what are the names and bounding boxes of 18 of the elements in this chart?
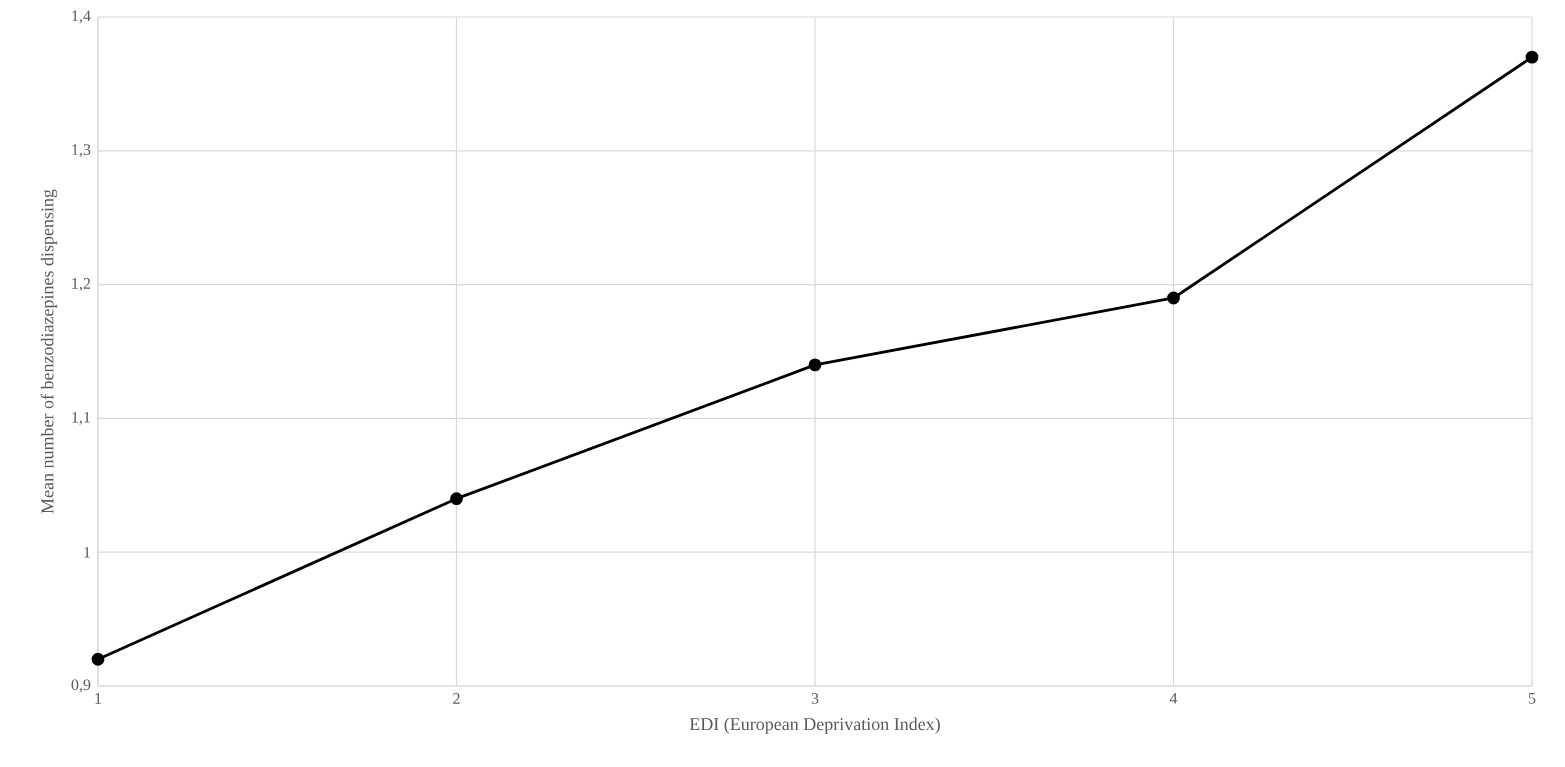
- x-tick-label: 3: [811, 693, 819, 704]
- point: [1525, 50, 1539, 64]
- y-tick-label: 1: [84, 546, 90, 558]
- x-tick-label: 5: [1528, 693, 1536, 704]
- y-axis-title: Mean number of benzodiazepines dispensing: [40, 189, 58, 514]
- x-tick-label: 2: [453, 693, 460, 704]
- y-tick-label: 1,2: [72, 278, 91, 292]
- point: [91, 652, 105, 666]
- x-tick-label: 4: [1169, 693, 1178, 704]
- point: [808, 358, 822, 372]
- y-tick-label: 0,9: [71, 679, 91, 693]
- x-tick-label: 1: [95, 693, 102, 704]
- y-tick-label: 1,3: [72, 144, 91, 158]
- y-tick-label: 1,4: [72, 10, 91, 24]
- point: [450, 492, 463, 506]
- x-axis-title: EDI (European Deprivation Index): [689, 717, 940, 734]
- y-tick-label: 1,1: [72, 411, 90, 425]
- point: [1167, 291, 1180, 305]
